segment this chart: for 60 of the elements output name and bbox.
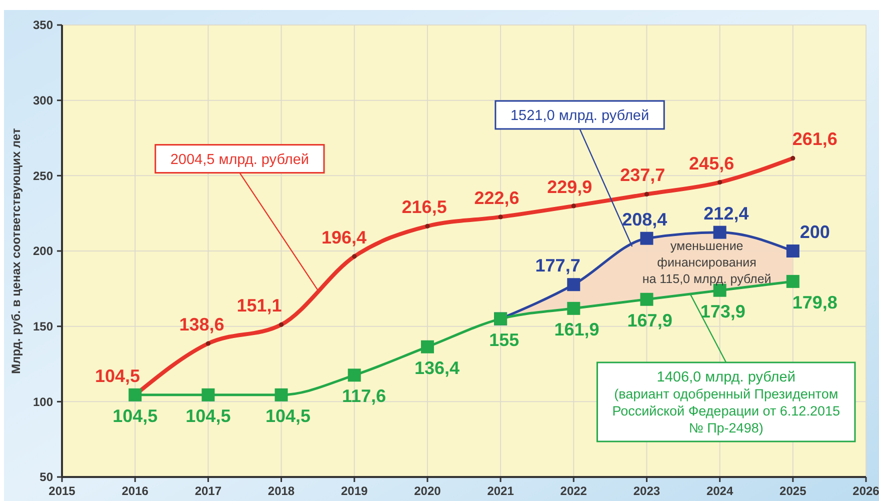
y-tick-label: 300 xyxy=(32,94,54,108)
y-tick-label: 150 xyxy=(32,320,54,334)
annotation: уменьшение финансирования на 115,0 млрд. рублей xyxy=(642,238,772,286)
y-tick-label: 50 xyxy=(40,470,54,484)
data-label: 167,9 xyxy=(627,310,672,330)
data-label: 104,5 xyxy=(94,366,140,386)
point xyxy=(640,232,654,245)
x-tick-label: 2015 xyxy=(48,484,76,498)
y-tick-label: 350 xyxy=(32,18,54,32)
point xyxy=(348,368,361,382)
data-label: 104,5 xyxy=(186,406,231,426)
point xyxy=(128,388,142,402)
data-label: 104,5 xyxy=(112,406,158,426)
x-tick-label: 2026 xyxy=(852,484,879,498)
point xyxy=(567,302,580,315)
data-label: 200 xyxy=(800,222,830,242)
point xyxy=(640,292,654,306)
x-tick-label: 2019 xyxy=(341,484,368,498)
x-tick-label: 2024 xyxy=(706,484,734,498)
data-label: 261,6 xyxy=(792,129,838,150)
x-tick-label: 2022 xyxy=(560,484,588,498)
data-label: 138,6 xyxy=(179,314,224,335)
data-label: 177,7 xyxy=(535,256,580,276)
point xyxy=(713,226,726,239)
point xyxy=(202,388,215,402)
data-label: 237,7 xyxy=(620,165,666,186)
data-label: 222,6 xyxy=(474,188,520,208)
annotation: 1406,0 млрд. рублей (вариант одобренный Президентом Российской Федерации от 6.12.2015 № Пр-2498) xyxy=(612,369,840,436)
data-label: 179,8 xyxy=(792,292,838,312)
data-label: 196,4 xyxy=(321,227,367,248)
x-tick-label: 2025 xyxy=(780,484,807,498)
point xyxy=(274,388,288,402)
annotation: 1521,0 млрд. рублей xyxy=(510,108,650,124)
x-tick-label: 2021 xyxy=(487,484,514,498)
y-tick-label: 100 xyxy=(32,394,54,409)
point xyxy=(420,340,434,354)
data-label: 208,4 xyxy=(622,209,668,230)
annotation: 2004,5 млрд. рублей xyxy=(170,152,310,168)
x-tick-label: 2023 xyxy=(633,484,660,498)
data-label: 151,1 xyxy=(236,296,282,316)
y-tick-label: 250 xyxy=(32,168,54,183)
point xyxy=(567,278,580,292)
data-label: 117,6 xyxy=(342,386,386,406)
x-tick-label: 2020 xyxy=(414,484,442,498)
y-tick-label: 200 xyxy=(32,244,54,258)
x-tick-label: 2017 xyxy=(194,484,222,498)
y-axis-title: Млрд. руб. в ценах соответствующих лет xyxy=(9,128,23,374)
x-tick-label: 2016 xyxy=(122,484,149,498)
data-label: 104,5 xyxy=(266,406,311,426)
point xyxy=(786,274,800,288)
data-label: 136,4 xyxy=(414,358,460,378)
data-label: 216,5 xyxy=(402,197,447,218)
data-label: 173,9 xyxy=(700,301,746,322)
data-label: 161,9 xyxy=(554,319,600,340)
data-label: 245,6 xyxy=(689,153,734,174)
x-tick-label: 2018 xyxy=(268,484,295,498)
point xyxy=(786,244,800,258)
data-label: 212,4 xyxy=(704,203,749,224)
data-label: 155 xyxy=(489,330,520,350)
data-label: 229,9 xyxy=(547,176,592,197)
